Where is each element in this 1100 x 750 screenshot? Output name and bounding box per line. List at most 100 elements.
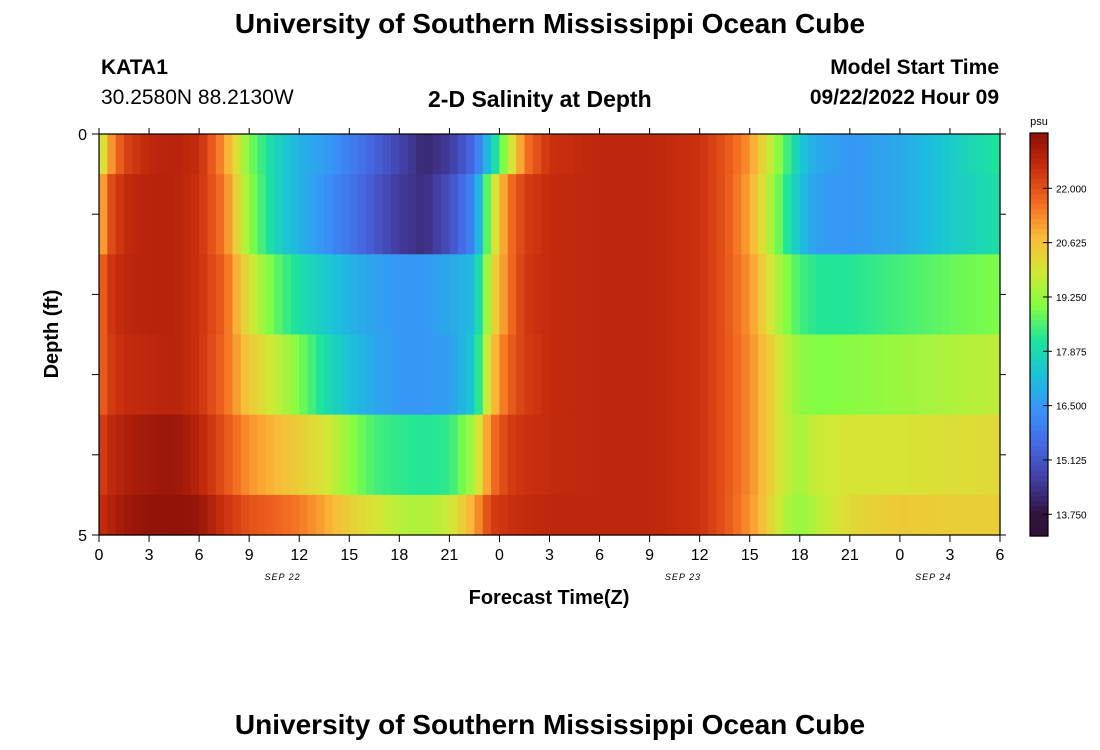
heatmap-cell [591,134,601,175]
heatmap-cell [816,334,826,416]
heatmap-cell [799,414,809,496]
heatmap-cell [115,174,125,255]
heatmap-cell [115,494,125,536]
heatmap-cell [424,134,434,175]
heatmap-cell [657,414,667,496]
heatmap-cell [232,254,242,336]
heatmap-cell [649,254,659,336]
heatmap-cell [607,254,617,336]
heatmap-cell [232,134,242,175]
colorbar-unit-label: psu [1030,116,1048,128]
colorbar-segment [1030,324,1048,331]
heatmap-cell [783,174,793,255]
heatmap-cell [908,414,918,496]
x-tick-label: 21 [841,547,859,564]
heatmap-cell [791,414,801,496]
colorbar-segment [1030,173,1048,179]
colorbar-segment [1030,420,1048,426]
colorbar-segment [1030,143,1048,149]
model-start-value: 09/22/2022 Hour 09 [809,86,999,109]
heatmap-cell [783,134,793,175]
heatmap-cell [908,254,918,336]
heatmap-cell [541,254,551,336]
heatmap-cell [624,494,634,536]
heatmap-cell [524,174,534,255]
heatmap-cell [566,414,576,496]
heatmap-cell [858,134,868,175]
heatmap-cell [599,334,609,416]
heatmap-cell [424,334,434,416]
heatmap-cell [958,134,968,175]
heatmap-cell [866,254,876,336]
heatmap-cell [808,254,818,336]
heatmap-cell [691,414,701,496]
heatmap-cell [566,134,576,175]
heatmap-cell [107,334,117,416]
heatmap-cell [766,174,776,255]
heatmap-cell [215,494,225,536]
heatmap-cell [699,134,709,175]
heatmap-cell [924,174,934,255]
heatmap-cell [991,254,1001,336]
heatmap-cell [899,254,909,336]
colorbar-segment [1030,394,1048,401]
heatmap-cell [182,174,192,255]
heatmap-cell [374,494,384,536]
heatmap-cell [416,494,425,536]
colorbar-segment [1030,525,1048,532]
heatmap-cell [724,174,734,255]
heatmap-cell [132,254,142,336]
colorbar-segment [1030,148,1048,154]
heatmap-cell [390,254,400,336]
heatmap-cell [482,254,492,336]
colorbar-segment [1030,470,1048,477]
heatmap-cell [966,334,976,416]
heatmap-cell [632,134,642,175]
heatmap-cell [274,174,284,255]
heatmap-cell [499,334,509,416]
heatmap-cell [808,334,818,416]
heatmap-cell [933,414,943,496]
colorbar-segment [1030,334,1048,341]
heatmap-cell [416,254,425,336]
heatmap-cell [841,494,851,536]
heatmap-cell [516,174,526,255]
colorbar-segment [1030,223,1048,230]
x-tick-label: 0 [895,547,904,564]
colorbar-segment [1030,339,1048,346]
heatmap-cell [157,174,167,255]
heatmap-cell [307,134,317,175]
heatmap-cell [808,174,818,255]
heatmap-cell [699,254,709,336]
heatmap-cell [491,414,501,496]
heatmap-cell [174,414,184,496]
heatmap-cell [708,174,717,255]
heatmap-cell [916,174,926,255]
heatmap-cell [599,254,609,336]
heatmap-cell [991,334,1001,416]
heatmap-cell [99,174,108,255]
heatmap-cell [182,494,192,536]
heatmap-cell [290,254,300,336]
heatmap-cell [524,334,534,416]
heatmap-cell [182,134,192,175]
heatmap-cell [265,414,275,496]
heatmap-cell [190,134,200,175]
heatmap-cell [557,414,567,496]
heatmap-cell [482,494,492,536]
heatmap-cell [240,134,250,175]
heatmap-cell [232,494,242,536]
heatmap-cell [441,494,450,536]
heatmap-cell [482,134,492,175]
heatmap-cell [666,334,676,416]
heatmap-cell [466,174,476,255]
colorbar-segment [1030,289,1048,295]
heatmap-cell [324,494,334,536]
heatmap-cell [749,414,759,496]
heatmap-cell [140,334,150,416]
y-tick-label: 5 [78,528,87,545]
heatmap-cell [349,174,359,255]
heatmap-cell [457,414,467,496]
heatmap-cell [708,334,717,416]
heatmap-cell [374,414,384,496]
